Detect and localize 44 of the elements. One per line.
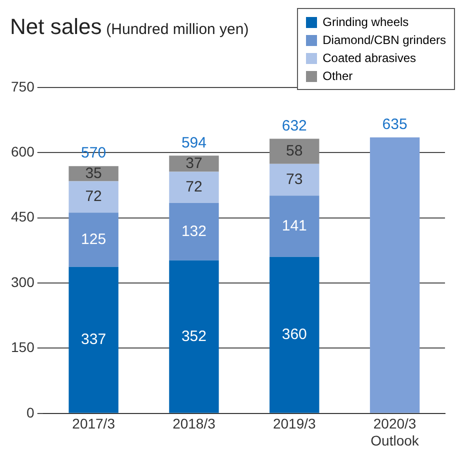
bar xyxy=(169,172,219,204)
x-tick-label: 2019/3 xyxy=(272,416,316,432)
bar xyxy=(270,256,320,413)
chart-title: Net sales xyxy=(10,14,102,39)
y-tick-label: 300 xyxy=(11,274,35,290)
total-label: 594 xyxy=(181,134,206,152)
data-label: 58 xyxy=(286,142,303,160)
bar xyxy=(169,203,219,260)
data-label: 125 xyxy=(81,230,106,248)
data-label: 72 xyxy=(85,188,102,206)
bar xyxy=(68,166,118,182)
bar xyxy=(270,164,320,196)
bar xyxy=(370,137,420,413)
chart-subtitle: (Hundred million yen) xyxy=(106,21,249,38)
x-tick-label: 2018/3 xyxy=(172,416,216,432)
bar xyxy=(68,266,118,413)
data-label: 141 xyxy=(282,217,307,234)
data-label: 35 xyxy=(85,164,102,182)
y-tick-label: 450 xyxy=(11,208,35,225)
x-tick-label: 2017/3 xyxy=(72,416,116,432)
legend-label: Diamond/CBN grinders xyxy=(322,32,446,49)
data-label: 337 xyxy=(81,331,106,348)
legend-label: Other xyxy=(322,68,353,85)
y-tick-label: 750 xyxy=(11,78,35,94)
data-label: 73 xyxy=(286,170,303,188)
x-tick-label: 2020/3 Outlook xyxy=(370,416,420,448)
bar xyxy=(169,156,219,172)
data-label: 352 xyxy=(181,328,206,345)
data-label: 37 xyxy=(186,154,202,172)
data-label: 360 xyxy=(282,326,307,344)
total-label: 635 xyxy=(382,116,408,134)
bar xyxy=(68,181,118,213)
data-label: 72 xyxy=(186,178,202,196)
bar xyxy=(270,196,320,257)
data-label: 132 xyxy=(181,222,206,240)
bar xyxy=(169,260,219,413)
y-tick-label: 600 xyxy=(11,143,35,160)
y-tick-label: 0 xyxy=(26,404,35,420)
bar xyxy=(68,212,118,267)
total-label: 632 xyxy=(282,117,307,134)
legend-label: Coated abrasives xyxy=(322,50,416,67)
legend-label: Grinding wheels xyxy=(322,14,409,31)
bar xyxy=(270,138,320,164)
y-tick-label: 150 xyxy=(11,339,35,356)
